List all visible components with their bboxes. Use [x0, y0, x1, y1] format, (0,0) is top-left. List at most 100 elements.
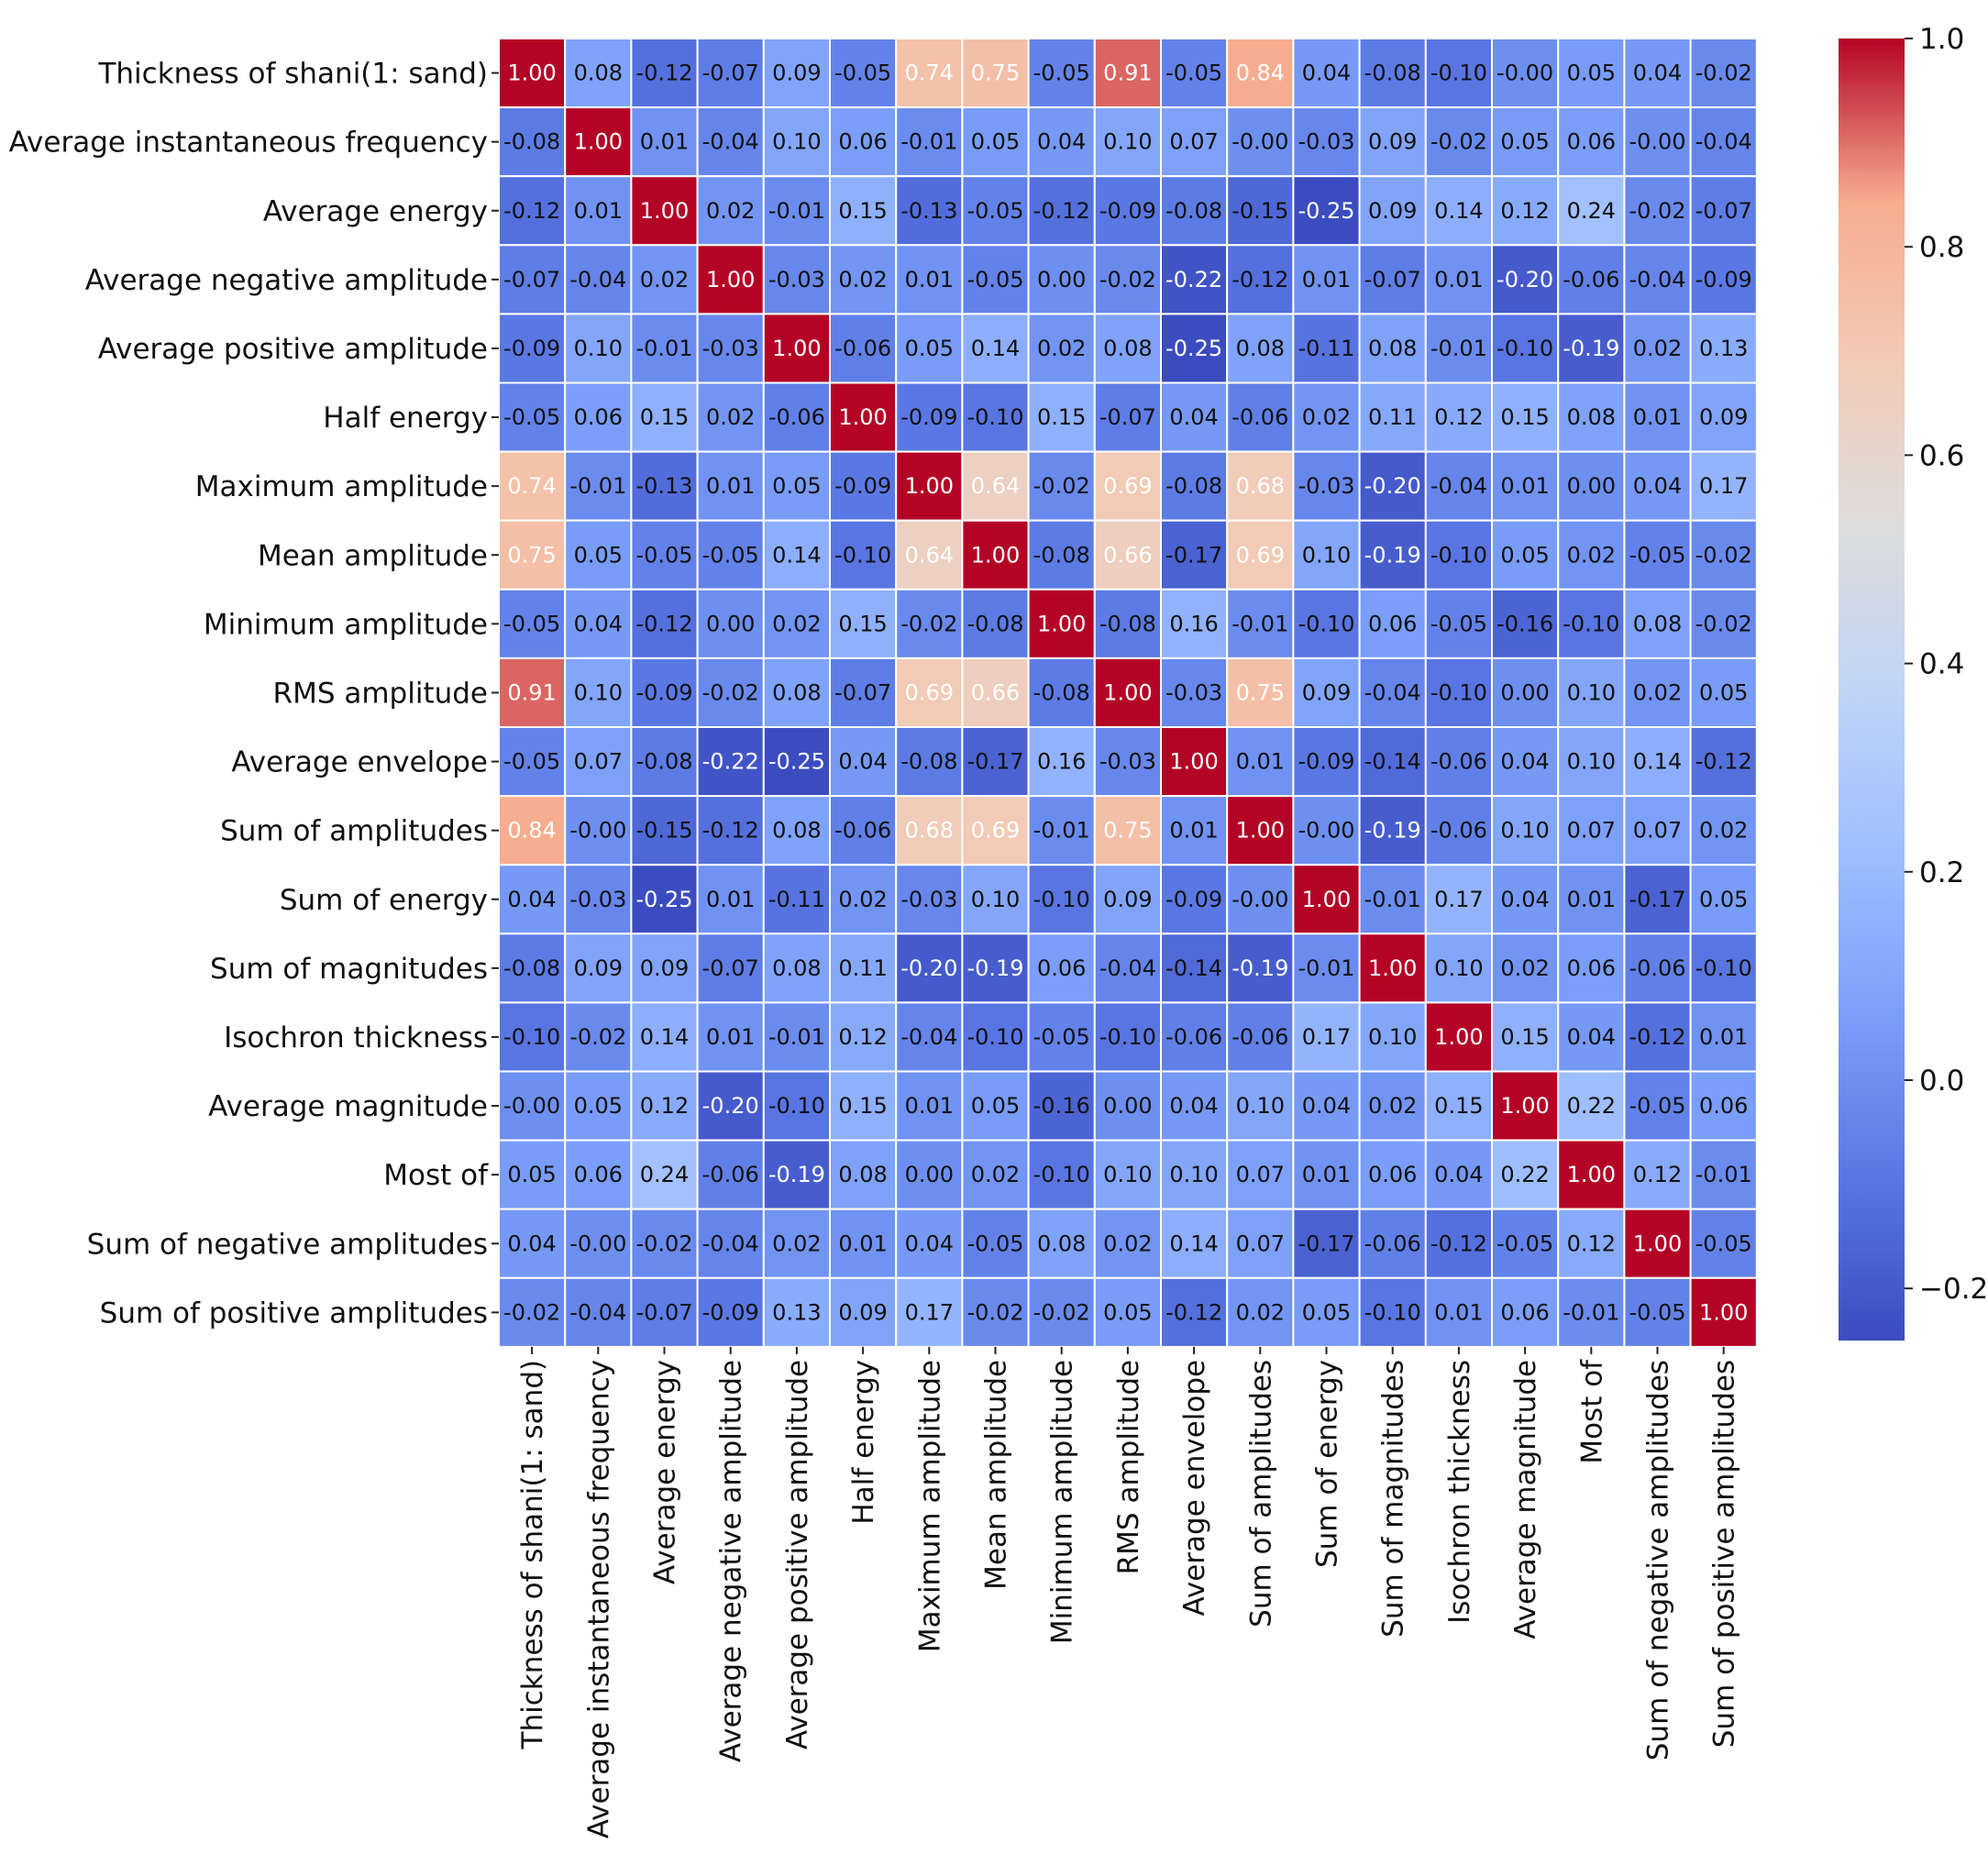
cell-value-label: -0.19 — [1364, 818, 1421, 844]
cell-value-label: -0.07 — [834, 679, 891, 705]
cell-value-label: -0.19 — [966, 955, 1023, 981]
cell-value-label: -0.08 — [1033, 542, 1090, 568]
cell-value-label: 0.02 — [838, 267, 887, 292]
heatmap-cell — [1557, 175, 1626, 247]
cell-value-label: -0.00 — [1231, 887, 1288, 912]
cell-value-label: 1.00 — [1368, 955, 1417, 981]
cell-value-label: 0.09 — [574, 955, 623, 981]
heatmap-cell — [829, 1139, 898, 1210]
heatmap-cell — [1160, 1139, 1229, 1210]
cell-value-label: 0.24 — [1567, 198, 1616, 224]
heatmap-cell — [696, 450, 765, 522]
cell-value-label: 0.74 — [507, 473, 556, 499]
cell-value-label: 0.22 — [1567, 1093, 1616, 1119]
cell-value-label: 1.00 — [1037, 611, 1086, 636]
column-label: Average energy — [649, 1360, 682, 1584]
heatmap-cell — [1027, 313, 1096, 384]
cell-value-label: 0.05 — [1302, 1299, 1351, 1325]
heatmap-cell — [1557, 38, 1626, 109]
cell-value-label: -0.04 — [569, 1299, 626, 1325]
cell-value-label: 0.02 — [1302, 404, 1351, 430]
cell-value-label: 0.01 — [1302, 1162, 1351, 1187]
heatmap-cell — [1424, 1276, 1494, 1348]
cell-value-label: -0.05 — [1629, 1299, 1685, 1325]
cell-value-label: -0.00 — [1629, 129, 1685, 155]
cell-value-label: -0.02 — [1629, 198, 1685, 224]
cell-value-label: 0.01 — [1302, 267, 1351, 292]
cell-value-label: -0.16 — [1033, 1093, 1090, 1119]
heatmap-cell — [1358, 1139, 1427, 1210]
cell-value-label: -0.17 — [1629, 887, 1685, 912]
heatmap-cell — [961, 657, 1030, 729]
cell-value-label: -0.05 — [503, 611, 560, 636]
cell-value-label: 0.13 — [772, 1299, 821, 1325]
cell-value-label: 0.00 — [1500, 679, 1549, 705]
cell-value-label: 0.10 — [1500, 818, 1549, 844]
heatmap-cell — [696, 244, 765, 315]
cell-value-label: 0.04 — [574, 611, 623, 636]
cell-value-label: -0.12 — [1033, 198, 1090, 224]
heatmap-cell — [1491, 175, 1560, 247]
cell-value-label: -0.20 — [1364, 473, 1421, 499]
row-label: Sum of amplitudes — [220, 815, 488, 848]
heatmap-cell — [1292, 450, 1361, 522]
cell-value-label: -0.07 — [503, 267, 560, 292]
heatmap-cell — [1027, 864, 1096, 935]
heatmap-cell — [498, 450, 567, 522]
heatmap-cell — [895, 244, 964, 315]
cell-value-label: -0.02 — [1033, 473, 1090, 499]
heatmap-cell — [1491, 795, 1560, 866]
heatmap-cell — [1491, 244, 1560, 315]
cell-value-label: -0.01 — [1231, 611, 1288, 636]
cell-value-label: 0.08 — [1368, 336, 1417, 361]
cell-value-label: 0.08 — [1037, 1230, 1086, 1256]
row-label: Mean amplitude — [258, 539, 488, 572]
cell-value-label: 0.10 — [971, 887, 1020, 912]
cell-value-label: 0.17 — [1434, 887, 1483, 912]
cell-value-label: -0.01 — [768, 198, 825, 224]
cell-value-label: 0.05 — [1567, 61, 1616, 86]
cell-value-label: -0.01 — [1563, 1299, 1619, 1325]
row-label: Sum of energy — [280, 884, 488, 917]
heatmap-cell — [829, 1070, 898, 1142]
cell-value-label: 0.15 — [838, 198, 887, 224]
cell-value-label: -0.02 — [1099, 267, 1156, 292]
cell-value-label: -0.12 — [1430, 1230, 1487, 1256]
cell-value-label: 0.06 — [1037, 955, 1086, 981]
heatmap-cell — [1557, 795, 1626, 866]
heatmap-cell — [1557, 244, 1626, 315]
row-label: Sum of negative amplitudes — [87, 1228, 488, 1261]
cell-value-label: 0.04 — [1500, 887, 1549, 912]
cell-value-label: 0.10 — [1103, 1162, 1152, 1187]
cell-value-label: 0.68 — [905, 818, 954, 844]
column-label: Sum of negative amplitudes — [1642, 1360, 1675, 1760]
cell-value-label: 0.01 — [1633, 404, 1682, 430]
cell-value-label: 0.17 — [1699, 473, 1748, 499]
heatmap-cell — [564, 933, 633, 1004]
cell-value-label: -0.20 — [900, 955, 957, 981]
cell-value-label: -0.10 — [1497, 336, 1553, 361]
cell-value-label: -0.17 — [1165, 542, 1222, 568]
cell-value-label: 0.00 — [1037, 267, 1086, 292]
cell-value-label: -0.10 — [1430, 61, 1487, 86]
heatmap-cell — [1160, 933, 1229, 1004]
cell-value-label: -0.04 — [569, 267, 626, 292]
heatmap-cell — [762, 313, 831, 384]
cell-value-label: -0.09 — [635, 679, 692, 705]
row-label: Average negative amplitude — [85, 264, 488, 297]
heatmap-cell — [1292, 244, 1361, 315]
heatmap-cell — [1027, 1001, 1096, 1073]
heatmap-cell — [762, 933, 831, 1004]
cell-value-label: -0.25 — [768, 749, 825, 775]
cell-value-label: 0.07 — [1236, 1162, 1285, 1187]
heatmap-cell — [1491, 933, 1560, 1004]
cell-value-label: 0.69 — [905, 679, 954, 705]
cell-value-label: 0.00 — [905, 1162, 954, 1187]
heatmap-cell — [961, 313, 1030, 384]
column-labels: Thickness of shani(1: sand) Average insta… — [516, 1346, 1741, 1838]
cell-value-label: 0.04 — [1169, 404, 1218, 430]
cell-value-label: 0.06 — [1368, 611, 1417, 636]
cell-value-label: 0.13 — [1699, 336, 1748, 361]
heatmap-cell — [630, 1208, 699, 1279]
heatmap-cell — [564, 106, 633, 178]
